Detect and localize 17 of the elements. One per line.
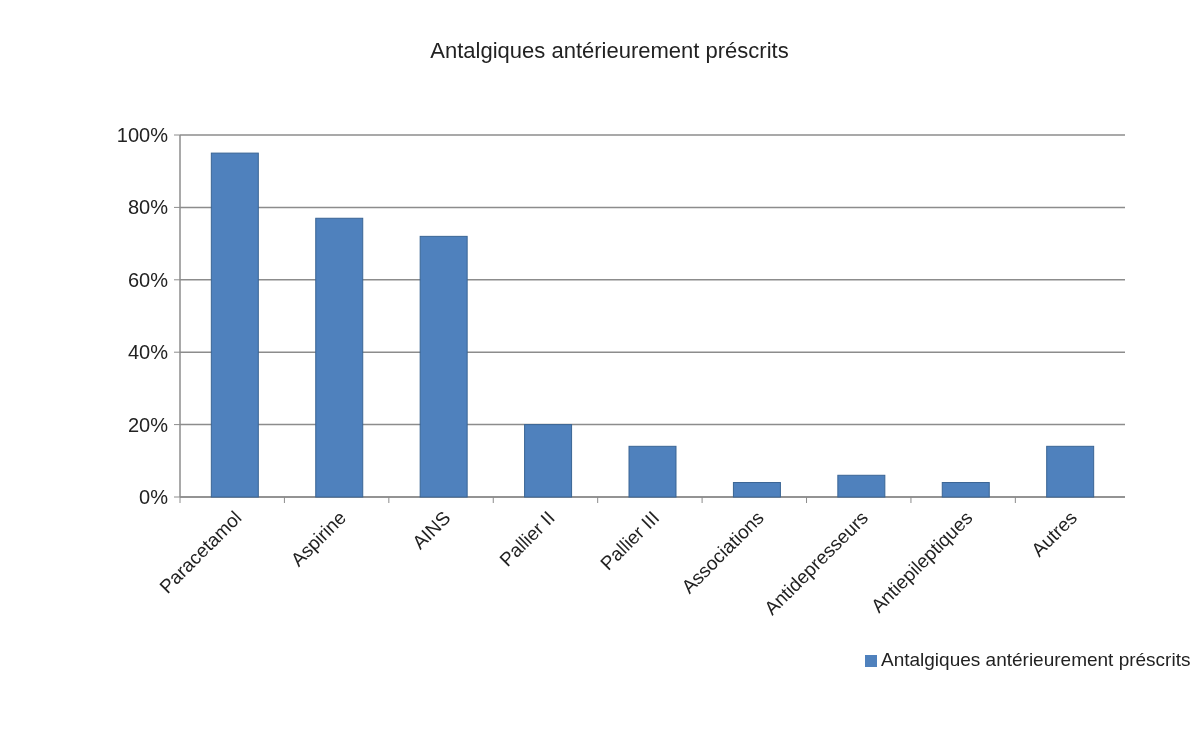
y-tick-label: 20% [127, 413, 169, 436]
bar [210, 152, 259, 498]
y-tick-label: 40% [127, 341, 169, 364]
y-tick-label: 100% [116, 124, 169, 146]
bar [419, 235, 468, 498]
y-tick-label: 0% [139, 486, 169, 508]
bar [941, 482, 990, 498]
legend-label: Antalgiques antérieurement préscrits [881, 648, 1191, 672]
bar [837, 474, 886, 498]
y-tick-label: 60% [127, 268, 169, 291]
bar [315, 217, 364, 498]
y-tick-label: 80% [127, 196, 169, 219]
chart-title: Antalgiques antérieurement préscrits [430, 38, 789, 63]
bar [1046, 445, 1095, 498]
bar [732, 482, 781, 498]
bar [628, 445, 677, 498]
bar [524, 424, 573, 498]
